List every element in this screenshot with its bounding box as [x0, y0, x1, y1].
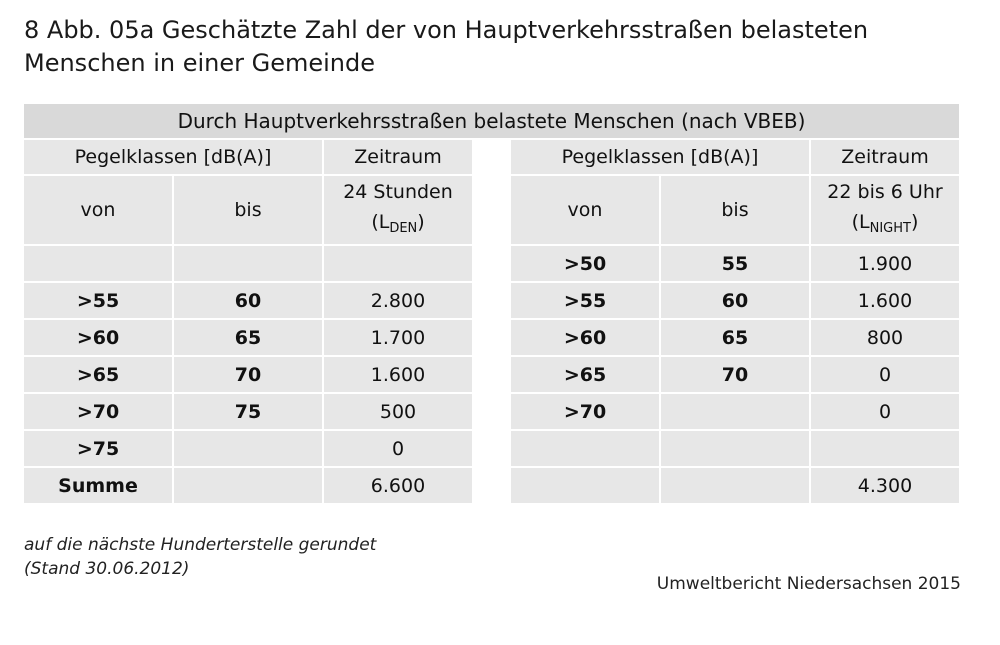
- footnote-line-1: auf die nächste Hunderterstelle gerundet: [24, 535, 377, 555]
- left-period-label: 24 Stunden: [343, 180, 453, 203]
- left-bis-header: bis: [174, 176, 322, 244]
- left-von-cell: >55: [24, 283, 172, 318]
- left-von-cell: >65: [24, 357, 172, 392]
- right-von-cell: >65: [511, 357, 659, 392]
- right-value-cell: 0: [811, 357, 959, 392]
- right-bis-header: bis: [661, 176, 809, 244]
- left-zeitraum-header: Zeitraum: [324, 140, 472, 174]
- page-title: 8 Abb. 05a Geschätzte Zahl der von Haupt…: [24, 14, 964, 80]
- left-pegel-header: Pegelklassen [dB(A)]: [24, 140, 322, 174]
- left-period-header: 24 Stunden (LDEN): [324, 176, 472, 244]
- source-credit: Umweltbericht Niedersachsen 2015: [656, 574, 961, 594]
- left-bis-cell: [174, 431, 322, 466]
- table-row: >75 0: [24, 431, 959, 466]
- left-value-cell: 1.700: [324, 320, 472, 355]
- right-von-cell: >55: [511, 283, 659, 318]
- right-von-cell: >70: [511, 394, 659, 429]
- left-von-cell: >75: [24, 431, 172, 466]
- right-bis-cell: [661, 468, 809, 503]
- right-von-cell: >60: [511, 320, 659, 355]
- column-gap: [474, 357, 509, 392]
- right-bis-cell: 55: [661, 246, 809, 281]
- table-row: >70 75 500 >70 0: [24, 394, 959, 429]
- left-sum-label: Summe: [24, 468, 172, 503]
- right-value-cell: 800: [811, 320, 959, 355]
- right-value-cell: [811, 431, 959, 466]
- left-bis-cell: 70: [174, 357, 322, 392]
- footnote: auf die nächste Hunderterstelle gerundet…: [24, 533, 376, 581]
- left-bis-cell: 75: [174, 394, 322, 429]
- column-gap: [474, 176, 509, 244]
- left-bis-cell: 65: [174, 320, 322, 355]
- footnote-line-2: (Stand 30.06.2012): [24, 559, 190, 579]
- left-von-cell: >60: [24, 320, 172, 355]
- left-value-cell: 0: [324, 431, 472, 466]
- column-gap: [474, 320, 509, 355]
- column-gap: [474, 283, 509, 318]
- column-gap: [474, 431, 509, 466]
- right-zeitraum-header: Zeitraum: [811, 140, 959, 174]
- right-von-cell: >50: [511, 246, 659, 281]
- table-row: >60 65 1.700 >60 65 800: [24, 320, 959, 355]
- left-value-cell: [324, 246, 472, 281]
- column-gap: [474, 140, 509, 174]
- left-bis-cell: [174, 468, 322, 503]
- left-value-cell: 1.600: [324, 357, 472, 392]
- left-bis-cell: [174, 246, 322, 281]
- left-von-header: von: [24, 176, 172, 244]
- right-period-label: 22 bis 6 Uhr: [827, 180, 943, 203]
- left-value-cell: 500: [324, 394, 472, 429]
- right-sum-value: 4.300: [811, 468, 959, 503]
- right-value-cell: 1.900: [811, 246, 959, 281]
- table-row-sum: Summe 6.600 4.300: [24, 468, 959, 503]
- left-von-cell: >70: [24, 394, 172, 429]
- right-value-cell: 1.600: [811, 283, 959, 318]
- left-period-index: (LDEN): [371, 210, 425, 236]
- table-row: >65 70 1.600 >65 70 0: [24, 357, 959, 392]
- title-line-2: Menschen in einer Gemeinde: [24, 49, 375, 77]
- column-gap: [474, 468, 509, 503]
- left-sum-value: 6.600: [324, 468, 472, 503]
- column-gap: [474, 394, 509, 429]
- right-bis-cell: [661, 394, 809, 429]
- left-value-cell: 2.800: [324, 283, 472, 318]
- table-row: >55 60 2.800 >55 60 1.600: [24, 283, 959, 318]
- table-row: >50 55 1.900: [24, 246, 959, 281]
- right-value-cell: 0: [811, 394, 959, 429]
- noise-exposure-table: Durch Hauptverkehrsstraßen belastete Men…: [22, 102, 961, 505]
- right-von-cell: [511, 431, 659, 466]
- table-caption: Durch Hauptverkehrsstraßen belastete Men…: [24, 104, 959, 138]
- right-von-header: von: [511, 176, 659, 244]
- right-bis-cell: 60: [661, 283, 809, 318]
- right-von-cell: [511, 468, 659, 503]
- right-bis-cell: [661, 431, 809, 466]
- right-bis-cell: 65: [661, 320, 809, 355]
- column-gap: [474, 246, 509, 281]
- right-bis-cell: 70: [661, 357, 809, 392]
- right-period-header: 22 bis 6 Uhr (LNIGHT): [811, 176, 959, 244]
- left-bis-cell: 60: [174, 283, 322, 318]
- right-pegel-header: Pegelklassen [dB(A)]: [511, 140, 809, 174]
- left-von-cell: [24, 246, 172, 281]
- right-period-index: (LNIGHT): [851, 210, 919, 236]
- title-line-1: 8 Abb. 05a Geschätzte Zahl der von Haupt…: [24, 16, 869, 44]
